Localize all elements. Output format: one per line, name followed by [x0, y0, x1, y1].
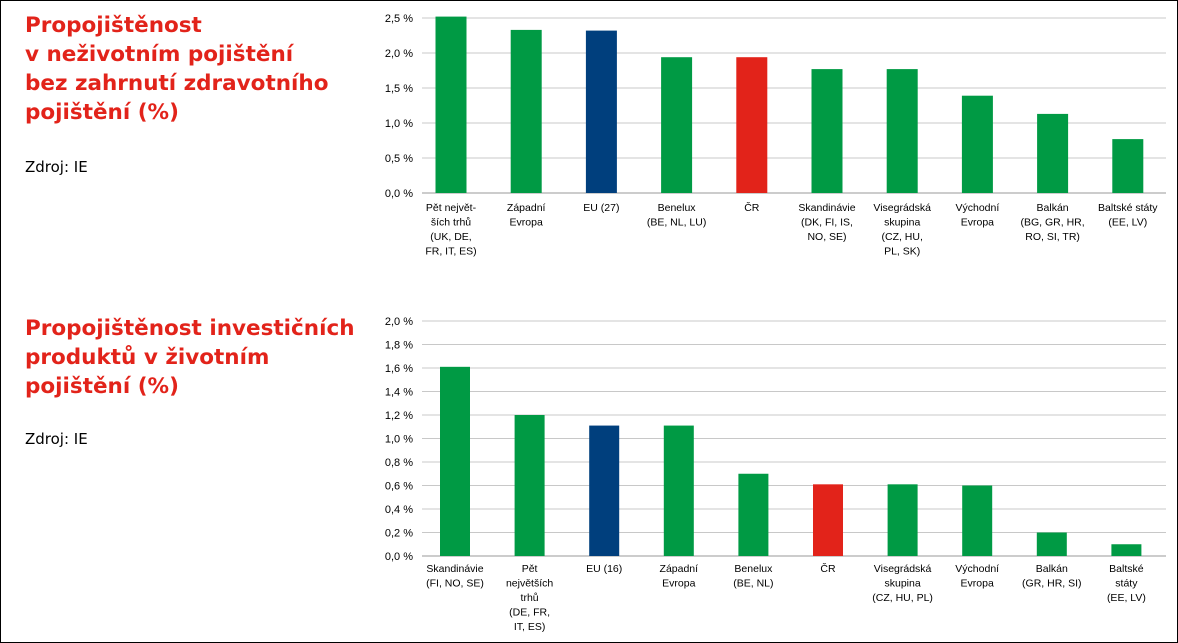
chart-2-bar [738, 473, 769, 556]
chart-1-category-label: Západní Evropa [507, 202, 546, 229]
chart-2-bar [440, 366, 470, 556]
chart-2-source: Zdroj: IE [25, 430, 88, 448]
chart-1-y-tick-label: 1,0 % [385, 118, 413, 130]
chart-2-category-label: EU (16) [586, 563, 622, 575]
chart-1-bar [1037, 113, 1069, 193]
chart-1-category-label: Skandinávie (DK, FI, IS, NO, SE) [798, 202, 855, 243]
chart-2-y-tick-label: 0,4 % [385, 504, 413, 516]
chart-1-y-tick-label: 2,0 % [385, 48, 413, 60]
chart-1-bar [1112, 139, 1144, 193]
chart-1-category-label: Balkán (BG, GR, HR, RO, SI, TR) [1021, 202, 1085, 243]
chart-1-title: Propojištěnost v neživotním pojištění be… [25, 13, 329, 125]
chart-1-bar [435, 16, 467, 193]
chart-1-bar [961, 95, 993, 193]
chart-1-y-tick-label: 2,5 % [385, 13, 413, 25]
chart-2-bar [1111, 544, 1142, 556]
chart-2-category-label: Baltské státy (EE, LV) [1107, 563, 1146, 604]
chart-1-source: Zdroj: IE [25, 158, 88, 176]
chart-1-category-label: EU (27) [583, 202, 619, 214]
chart-2-category-label: Balkán (GR, HR, SI) [1022, 563, 1082, 590]
chart-2-y-tick-label: 1,4 % [385, 387, 413, 399]
chart-2-title: Propojištěnost investičních produktů v ž… [25, 316, 355, 399]
chart-2-y-tick-label: 1,6 % [385, 363, 413, 375]
chart-1-category-label: Baltské státy (EE, LV) [1098, 202, 1158, 229]
chart-2-y-tick-label: 0,2 % [385, 528, 413, 540]
chart-2-category-label: Skandinávie (FI, NO, SE) [426, 563, 484, 590]
chart-2-category-label: Visegrádská skupina (CZ, HU, PL) [872, 563, 933, 604]
chart-2-category-label: Východní Evropa [955, 563, 999, 590]
chart-2-bar [514, 415, 545, 556]
chart-1-category-label: Visegrádská skupina (CZ, HU, PL, SK) [873, 202, 931, 258]
chart-2-y-tick-label: 0,8 % [385, 457, 413, 469]
chart-2-y-tick-label: 2,0 % [385, 316, 413, 328]
chart-1-y-tick-label: 0,5 % [385, 153, 413, 165]
chart-1-bar [510, 29, 542, 194]
chart-2-y-tick-label: 0,6 % [385, 481, 413, 493]
chart-1-bar [661, 57, 693, 194]
chart-2-y-tick-label: 1,8 % [385, 340, 413, 352]
chart-2-bar [962, 485, 993, 556]
chart-1-category-label: ČR [744, 201, 760, 214]
chart-2-category-label: ČR [820, 562, 836, 575]
chart-2-bar [589, 425, 620, 556]
chart-1-y-tick-label: 0,0 % [385, 188, 413, 200]
chart-1-category-label: Východní Evropa [956, 202, 1000, 229]
chart-2-y-tick-label: 0,0 % [385, 551, 413, 563]
chart-1-category-label: Benelux (BE, NL, LU) [647, 202, 707, 229]
chart-2-category-label: Benelux (BE, NL) [733, 563, 773, 590]
chart-1-y-tick-label: 1,5 % [385, 83, 413, 95]
chart-2-category-label: Pět největších trhů (DE, FR, IT, ES) [506, 563, 553, 633]
chart-2-bar [663, 425, 694, 556]
chart-1-bar [736, 57, 768, 194]
chart-1-bar [585, 30, 617, 193]
chart-1-bar [886, 69, 918, 193]
chart-2-bar [887, 484, 918, 556]
chart-2-bar [813, 484, 843, 556]
chart-2-y-tick-label: 1,2 % [385, 410, 413, 422]
chart-1-category-label: Pět největ-ších trhů (UK, DE, FR, IT, ES) [425, 202, 476, 258]
chart-2-y-tick-label: 1,0 % [385, 434, 413, 446]
chart-1-bar [811, 69, 843, 193]
chart-2-category-label: Západní Evropa [660, 563, 699, 590]
chart-2-bar [1036, 532, 1067, 556]
